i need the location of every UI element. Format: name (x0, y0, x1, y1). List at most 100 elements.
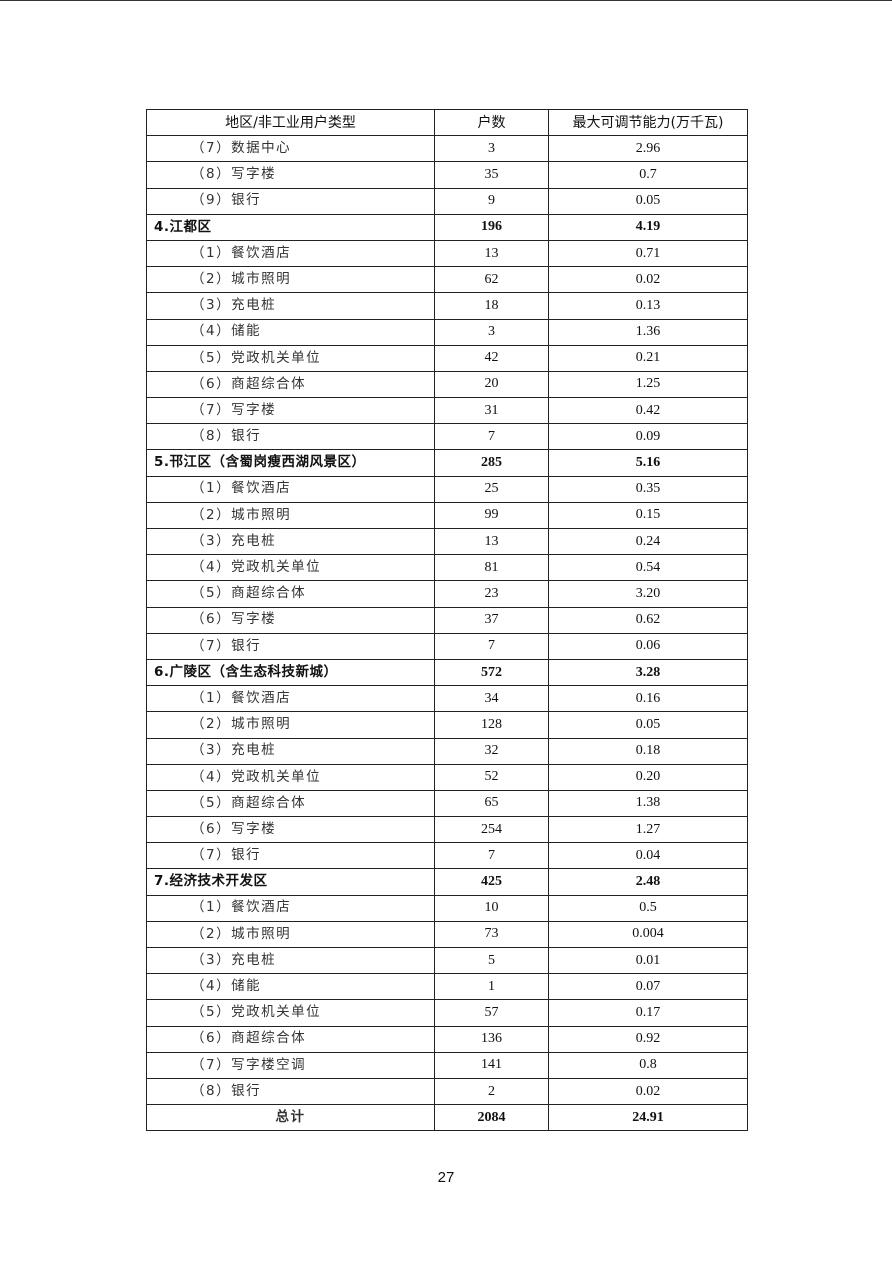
row-capacity: 0.004 (548, 920, 748, 949)
row-name: （1）餐饮酒店 (146, 239, 435, 268)
row-name: （4）党政机关单位 (146, 763, 435, 791)
row-capacity: 24.91 (548, 1104, 748, 1132)
row-count: 425 (434, 868, 549, 896)
row-name: （9）银行 (146, 187, 435, 215)
row-capacity: 0.42 (548, 397, 748, 425)
table-row: （4）党政机关单位 81 0.54 (146, 554, 748, 582)
table-row: （2）城市照明 73 0.004 (146, 920, 748, 949)
row-count: 65 (434, 789, 549, 818)
row-name: （3）充电桩 (146, 527, 435, 556)
row-name: （7）银行 (146, 632, 435, 660)
row-count: 23 (434, 580, 549, 608)
row-name: （2）城市照明 (146, 920, 435, 949)
row-count: 57 (434, 999, 549, 1027)
table-row: （1）餐饮酒店 13 0.71 (146, 239, 748, 268)
table-row: （4）储能 3 1.36 (146, 318, 748, 346)
row-capacity: 0.92 (548, 1025, 748, 1053)
row-name: （7）写字楼 (146, 397, 435, 425)
row-capacity: 1.25 (548, 370, 748, 399)
row-capacity: 0.71 (548, 239, 748, 268)
row-capacity: 0.5 (548, 894, 748, 922)
table-row: （3）充电桩 5 0.01 (146, 946, 748, 975)
table-row: （1）餐饮酒店 10 0.5 (146, 894, 748, 922)
table-row: （1）餐饮酒店 34 0.16 (146, 685, 748, 713)
table-row: （5）商超综合体 65 1.38 (146, 789, 748, 818)
table-row: （3）充电桩 32 0.18 (146, 737, 748, 765)
table-row: （6）写字楼 254 1.27 (146, 816, 748, 844)
row-name: （7）写字楼空调 (146, 1051, 435, 1079)
table-group-row: 4.江都区 196 4.19 (146, 213, 748, 241)
row-count: 32 (434, 737, 549, 765)
row-name: （2）城市照明 (146, 266, 435, 294)
table-group-row: 5.邗江区（含蜀岗瘦西湖风景区） 285 5.16 (146, 449, 748, 477)
row-count: 3 (434, 318, 549, 346)
row-capacity: 0.13 (548, 292, 748, 320)
row-name: （8）写字楼 (146, 161, 435, 189)
header-region-type: 地区/非工业用户类型 (146, 108, 435, 137)
row-count: 62 (434, 266, 549, 294)
row-count: 13 (434, 239, 549, 268)
row-count: 34 (434, 685, 549, 713)
row-count: 37 (434, 606, 549, 634)
row-name: （6）商超综合体 (146, 1025, 435, 1053)
row-name: （8）银行 (146, 423, 435, 451)
row-count: 7 (434, 423, 549, 451)
row-count: 81 (434, 554, 549, 582)
row-capacity: 0.8 (548, 1051, 748, 1079)
table-row: （3）充电桩 13 0.24 (146, 527, 748, 556)
row-name: （5）党政机关单位 (146, 344, 435, 372)
header-count: 户数 (434, 108, 549, 137)
row-capacity: 0.24 (548, 527, 748, 556)
row-name: （8）银行 (146, 1077, 435, 1106)
row-count: 141 (434, 1051, 549, 1079)
row-name: （6）写字楼 (146, 606, 435, 634)
row-name: （7）银行 (146, 842, 435, 870)
row-capacity: 0.7 (548, 161, 748, 189)
row-name: 4.江都区 (146, 213, 435, 241)
table-total-row: 总计 2084 24.91 (146, 1104, 748, 1132)
table-row: （7）银行 7 0.06 (146, 632, 748, 660)
row-count: 3 (434, 135, 549, 163)
table-row: （2）城市照明 99 0.15 (146, 501, 748, 530)
row-capacity: 0.16 (548, 685, 748, 713)
row-capacity: 0.54 (548, 554, 748, 582)
table-row: （6）写字楼 37 0.62 (146, 606, 748, 634)
page-number: 27 (437, 1169, 455, 1186)
row-count: 35 (434, 161, 549, 189)
row-count: 52 (434, 763, 549, 791)
table-row: （9）银行 9 0.05 (146, 187, 748, 215)
table-row: （7）写字楼 31 0.42 (146, 397, 748, 425)
table-row: （2）城市照明 128 0.05 (146, 711, 748, 739)
row-capacity: 0.18 (548, 737, 748, 765)
row-count: 2 (434, 1077, 549, 1106)
row-capacity: 3.28 (548, 658, 748, 687)
row-count: 1 (434, 973, 549, 1001)
row-name: （2）城市照明 (146, 711, 435, 739)
row-name: （3）充电桩 (146, 946, 435, 975)
row-count: 31 (434, 397, 549, 425)
row-capacity: 0.35 (548, 475, 748, 503)
row-capacity: 2.48 (548, 868, 748, 896)
row-capacity: 5.16 (548, 449, 748, 477)
row-capacity: 0.05 (548, 187, 748, 215)
row-count: 18 (434, 292, 549, 320)
row-name: （3）充电桩 (146, 737, 435, 765)
row-name: （4）储能 (146, 318, 435, 346)
table-row: （6）商超综合体 136 0.92 (146, 1025, 748, 1053)
row-count: 42 (434, 344, 549, 372)
row-count: 254 (434, 816, 549, 844)
table-row: （7）写字楼空调 141 0.8 (146, 1051, 748, 1079)
row-count: 10 (434, 894, 549, 922)
row-name: 总计 (146, 1104, 435, 1132)
table-row: （5）党政机关单位 57 0.17 (146, 999, 748, 1027)
row-count: 7 (434, 632, 549, 660)
table-row: （7）数据中心 3 2.96 (146, 135, 748, 163)
row-name: （6）写字楼 (146, 816, 435, 844)
table-row: （2）城市照明 62 0.02 (146, 266, 748, 294)
row-capacity: 0.07 (548, 973, 748, 1001)
row-name: （5）党政机关单位 (146, 999, 435, 1027)
row-name: 6.广陵区（含生态科技新城） (146, 658, 435, 687)
row-name: 5.邗江区（含蜀岗瘦西湖风景区） (146, 449, 435, 477)
row-name: （4）党政机关单位 (146, 554, 435, 582)
row-capacity: 1.27 (548, 816, 748, 844)
